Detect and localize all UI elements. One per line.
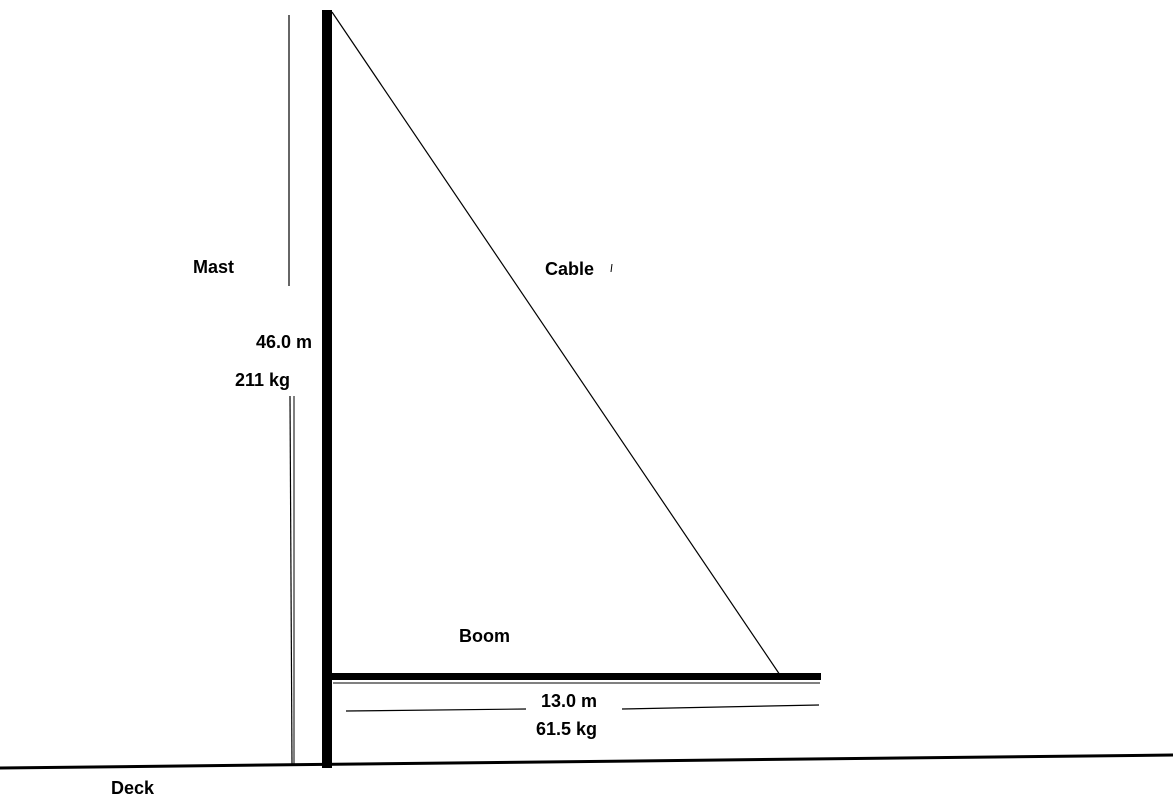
mast-mass: 211 kg	[235, 370, 290, 390]
boom	[327, 673, 821, 680]
boom-mass: 61.5 kg	[536, 719, 597, 739]
mast-dimension-line	[289, 395, 293, 767]
mast-label: Mast	[193, 257, 234, 277]
mast	[322, 10, 332, 768]
cable-tick	[610, 263, 613, 273]
boom-length: 13.0 m	[541, 691, 597, 711]
boom-dimension-line	[621, 704, 820, 710]
mast-length: 46.0 m	[256, 332, 312, 352]
deck	[0, 753, 1173, 770]
boom-label: Boom	[459, 626, 510, 646]
cable-label: Cable	[545, 259, 594, 279]
deck-label: Deck	[111, 778, 155, 798]
cable	[331, 11, 781, 676]
boom-dimension-line	[345, 708, 527, 712]
